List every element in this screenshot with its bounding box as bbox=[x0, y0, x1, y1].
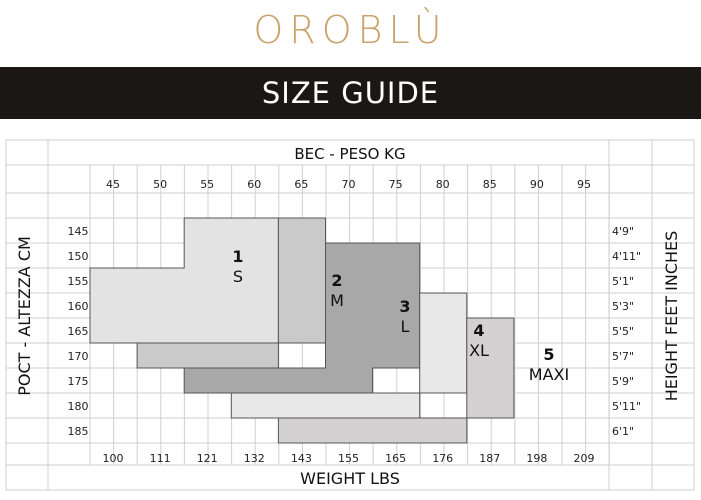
cm-tick-label: 155 bbox=[68, 275, 89, 288]
lbs-tick-label: 132 bbox=[244, 452, 265, 465]
ft-tick-label: 5'1" bbox=[612, 275, 634, 288]
ft-tick-label: 5'5" bbox=[612, 325, 634, 338]
ft-tick-label: 4'11" bbox=[612, 250, 641, 263]
cm-tick-label: 145 bbox=[68, 225, 89, 238]
cm-tick-label: 185 bbox=[68, 425, 89, 438]
right-axis-title: HEIGHT FEET INCHES bbox=[662, 231, 681, 402]
kg-tick-label: 75 bbox=[389, 178, 403, 191]
lbs-tick-label: 121 bbox=[197, 452, 218, 465]
size-label-l: L bbox=[401, 317, 410, 336]
size-region-maxi bbox=[277, 317, 515, 444]
ft-tick-label: 6'1" bbox=[612, 425, 634, 438]
kg-tick-label: 95 bbox=[577, 178, 591, 191]
title-banner: SIZE GUIDE bbox=[0, 67, 701, 119]
lbs-tick-label: 198 bbox=[526, 452, 547, 465]
cm-tick-label: 175 bbox=[68, 375, 89, 388]
kg-tick-label: 50 bbox=[153, 178, 167, 191]
kg-tick-label: 80 bbox=[436, 178, 450, 191]
size-number-l: 3 bbox=[399, 297, 410, 316]
kg-tick-label: 90 bbox=[530, 178, 544, 191]
lbs-tick-label: 155 bbox=[338, 452, 359, 465]
size-label-maxi: MAXI bbox=[529, 365, 569, 384]
cm-tick-label: 150 bbox=[68, 250, 89, 263]
lbs-tick-label: 143 bbox=[291, 452, 312, 465]
kg-tick-label: 45 bbox=[106, 178, 120, 191]
ft-tick-label: 5'11" bbox=[612, 400, 641, 413]
cm-tick-label: 165 bbox=[68, 325, 89, 338]
left-axis-title: POCT - ALTEZZA CM bbox=[15, 236, 34, 396]
ft-tick-label: 5'9" bbox=[612, 375, 634, 388]
kg-tick-label: 60 bbox=[247, 178, 261, 191]
brand-logo: OROBLÙ bbox=[253, 8, 448, 52]
cm-tick-label: 160 bbox=[68, 300, 89, 313]
kg-tick-label: 55 bbox=[200, 178, 214, 191]
kg-tick-label: 85 bbox=[483, 178, 497, 191]
ft-tick-label: 4'9" bbox=[612, 225, 634, 238]
page-title: SIZE GUIDE bbox=[261, 76, 440, 110]
size-label-s: S bbox=[233, 267, 243, 286]
kg-tick-label: 65 bbox=[294, 178, 308, 191]
lbs-tick-label: 100 bbox=[103, 452, 124, 465]
cm-tick-label: 170 bbox=[68, 350, 89, 363]
kg-tick-label: 70 bbox=[342, 178, 356, 191]
cm-tick-label: 180 bbox=[68, 400, 89, 413]
lbs-tick-label: 209 bbox=[574, 452, 595, 465]
bottom-axis-title: WEIGHT LBS bbox=[300, 469, 400, 488]
lbs-tick-label: 165 bbox=[385, 452, 406, 465]
ft-tick-label: 5'7" bbox=[612, 350, 634, 363]
size-number-m: 2 bbox=[331, 271, 342, 290]
lbs-tick-label: 111 bbox=[150, 452, 171, 465]
lbs-tick-label: 176 bbox=[432, 452, 453, 465]
size-number-maxi: 5 bbox=[543, 345, 554, 364]
size-label-m: M bbox=[330, 291, 344, 310]
lbs-tick-label: 187 bbox=[479, 452, 500, 465]
ft-tick-label: 5'3" bbox=[612, 300, 634, 313]
size-number-xl: 4 bbox=[473, 321, 484, 340]
top-axis-title: BEC - PESO KG bbox=[294, 145, 405, 163]
size-label-xl: XL bbox=[469, 341, 489, 360]
size-number-s: 1 bbox=[232, 247, 243, 266]
